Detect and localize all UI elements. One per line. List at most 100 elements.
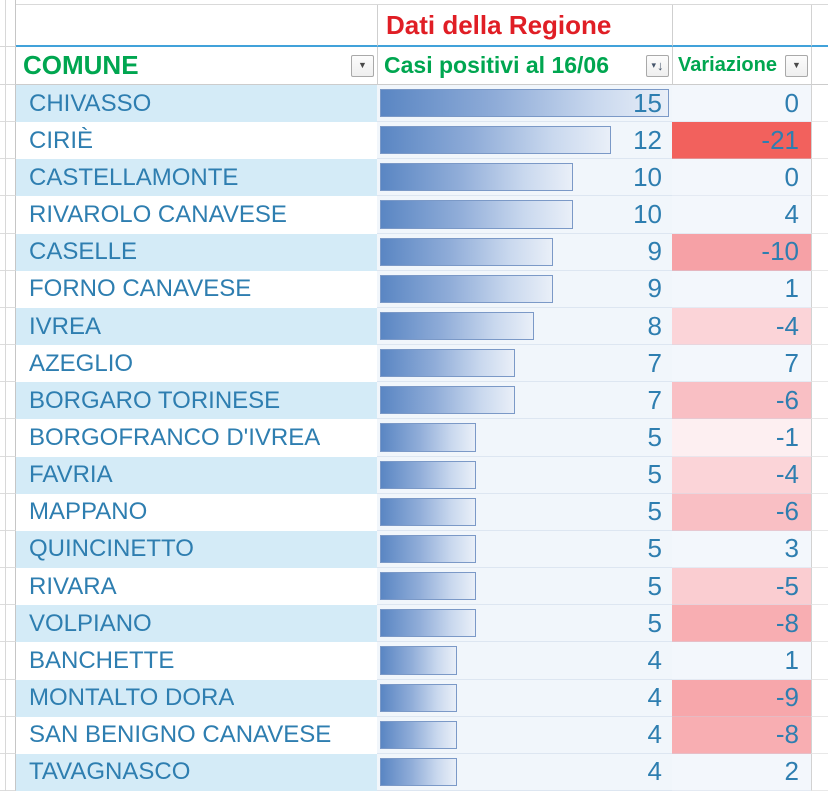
variazione-cell[interactable]: -4: [672, 456, 811, 494]
casi-cell[interactable]: 12: [377, 122, 672, 160]
variazione-value: -4: [775, 310, 799, 341]
casi-value: 10: [633, 199, 662, 230]
casi-cell[interactable]: 9: [377, 270, 672, 308]
variazione-cell[interactable]: 1: [672, 642, 811, 680]
comune-cell[interactable]: BORGARO TORINESE: [16, 382, 377, 420]
bar-track: [380, 720, 669, 749]
variazione-cell[interactable]: 0: [672, 85, 811, 123]
casi-cell[interactable]: 5: [377, 419, 672, 457]
comune-label: QUINCINETTO: [29, 535, 194, 563]
casi-cell[interactable]: 15: [377, 85, 672, 123]
comune-cell[interactable]: FORNO CANAVESE: [16, 270, 377, 308]
variazione-cell[interactable]: -5: [672, 568, 811, 606]
region-title-cell[interactable]: Dati della Regione: [377, 5, 672, 47]
data-bar: [380, 757, 458, 786]
casi-cell[interactable]: 4: [377, 679, 672, 717]
variazione-cell[interactable]: 2: [672, 753, 811, 791]
casi-value: 7: [647, 384, 662, 415]
casi-value: 5: [647, 496, 662, 527]
casi-cell[interactable]: 5: [377, 568, 672, 606]
comune-cell[interactable]: CASTELLAMONTE: [16, 159, 377, 197]
casi-cell[interactable]: 10: [377, 196, 672, 234]
casi-cell[interactable]: 8: [377, 307, 672, 346]
variazione-cell[interactable]: -8: [672, 605, 811, 643]
variazione-value: -21: [761, 124, 799, 155]
comune-cell[interactable]: VOLPIANO: [16, 605, 377, 643]
variazione-value: -10: [761, 236, 799, 267]
comune-cell[interactable]: AZEGLIO: [16, 345, 377, 383]
comune-label: IVREA: [29, 312, 102, 340]
row-strip: [811, 419, 828, 457]
bar-track: [380, 200, 669, 229]
row-gutter: [0, 47, 16, 85]
comune-cell[interactable]: IVREA: [16, 307, 377, 346]
comune-label: TAVAGNASCO: [29, 758, 191, 786]
casi-cell[interactable]: 5: [377, 456, 672, 494]
casi-value: 5: [647, 607, 662, 638]
table-row: MONTALTO DORA 4 -9: [0, 679, 828, 717]
casi-cell[interactable]: 7: [377, 382, 672, 420]
comune-cell[interactable]: CHIVASSO: [16, 85, 377, 123]
variazione-cell[interactable]: 1: [672, 270, 811, 308]
variazione-filter-button[interactable]: ▼: [785, 54, 808, 77]
comune-cell[interactable]: BORGOFRANCO D'IVREA: [16, 419, 377, 457]
casi-cell[interactable]: 5: [377, 493, 672, 531]
data-bar: [380, 237, 554, 266]
variazione-cell[interactable]: -6: [672, 382, 811, 420]
comune-label: RIVARA: [29, 572, 117, 600]
chevron-down-icon: ▼: [358, 60, 367, 70]
comune-label: FORNO CANAVESE: [29, 275, 252, 303]
comune-cell[interactable]: RIVARA: [16, 568, 377, 606]
bar-track: [380, 163, 669, 192]
row-strip: [811, 122, 828, 160]
data-bar: [380, 646, 458, 675]
casi-sort-filter-button[interactable]: ▾ ↓: [646, 54, 669, 77]
casi-cell[interactable]: 5: [377, 530, 672, 569]
row-strip: [811, 382, 828, 420]
bar-track: [380, 497, 669, 526]
empty-cell: [672, 5, 811, 47]
comune-cell[interactable]: QUINCINETTO: [16, 530, 377, 569]
row-strip: [811, 605, 828, 643]
variazione-cell[interactable]: -6: [672, 493, 811, 531]
casi-cell[interactable]: 7: [377, 345, 672, 383]
comune-cell[interactable]: MONTALTO DORA: [16, 679, 377, 717]
comune-cell[interactable]: TAVAGNASCO: [16, 753, 377, 791]
comune-cell[interactable]: BANCHETTE: [16, 642, 377, 680]
row-strip: [811, 345, 828, 383]
gutter-corner: [0, 0, 16, 5]
casi-value: 5: [647, 421, 662, 452]
casi-cell[interactable]: 4: [377, 642, 672, 680]
variazione-cell[interactable]: -10: [672, 233, 811, 271]
comune-cell[interactable]: CIRIÈ: [16, 122, 377, 160]
casi-value: 15: [633, 87, 662, 118]
variazione-value: 1: [784, 644, 799, 675]
comune-cell[interactable]: MAPPANO: [16, 493, 377, 531]
comune-cell[interactable]: RIVAROLO CANAVESE: [16, 196, 377, 234]
comune-cell[interactable]: FAVRIA: [16, 456, 377, 494]
bar-track: [380, 237, 669, 266]
comune-filter-button[interactable]: ▼: [351, 54, 374, 77]
table-row: BORGARO TORINESE 7 -6: [0, 382, 828, 420]
variazione-cell[interactable]: 4: [672, 196, 811, 234]
variazione-cell[interactable]: -21: [672, 122, 811, 160]
comune-cell[interactable]: SAN BENIGNO CANAVESE: [16, 716, 377, 754]
casi-cell[interactable]: 10: [377, 159, 672, 197]
comune-header-cell: COMUNE ▼: [16, 47, 377, 85]
variazione-cell[interactable]: 3: [672, 530, 811, 569]
variazione-cell[interactable]: -4: [672, 307, 811, 346]
variazione-cell[interactable]: -9: [672, 679, 811, 717]
comune-label: CHIVASSO: [29, 89, 152, 117]
variazione-cell[interactable]: 7: [672, 345, 811, 383]
variazione-cell[interactable]: -1: [672, 419, 811, 457]
row-gutter: [0, 753, 16, 791]
comune-cell[interactable]: CASELLE: [16, 233, 377, 271]
row-gutter: [0, 270, 16, 308]
casi-cell[interactable]: 4: [377, 753, 672, 791]
variazione-cell[interactable]: 0: [672, 159, 811, 197]
casi-cell[interactable]: 4: [377, 716, 672, 754]
row-gutter: [0, 605, 16, 643]
casi-cell[interactable]: 5: [377, 605, 672, 643]
casi-cell[interactable]: 9: [377, 233, 672, 271]
variazione-cell[interactable]: -8: [672, 716, 811, 754]
